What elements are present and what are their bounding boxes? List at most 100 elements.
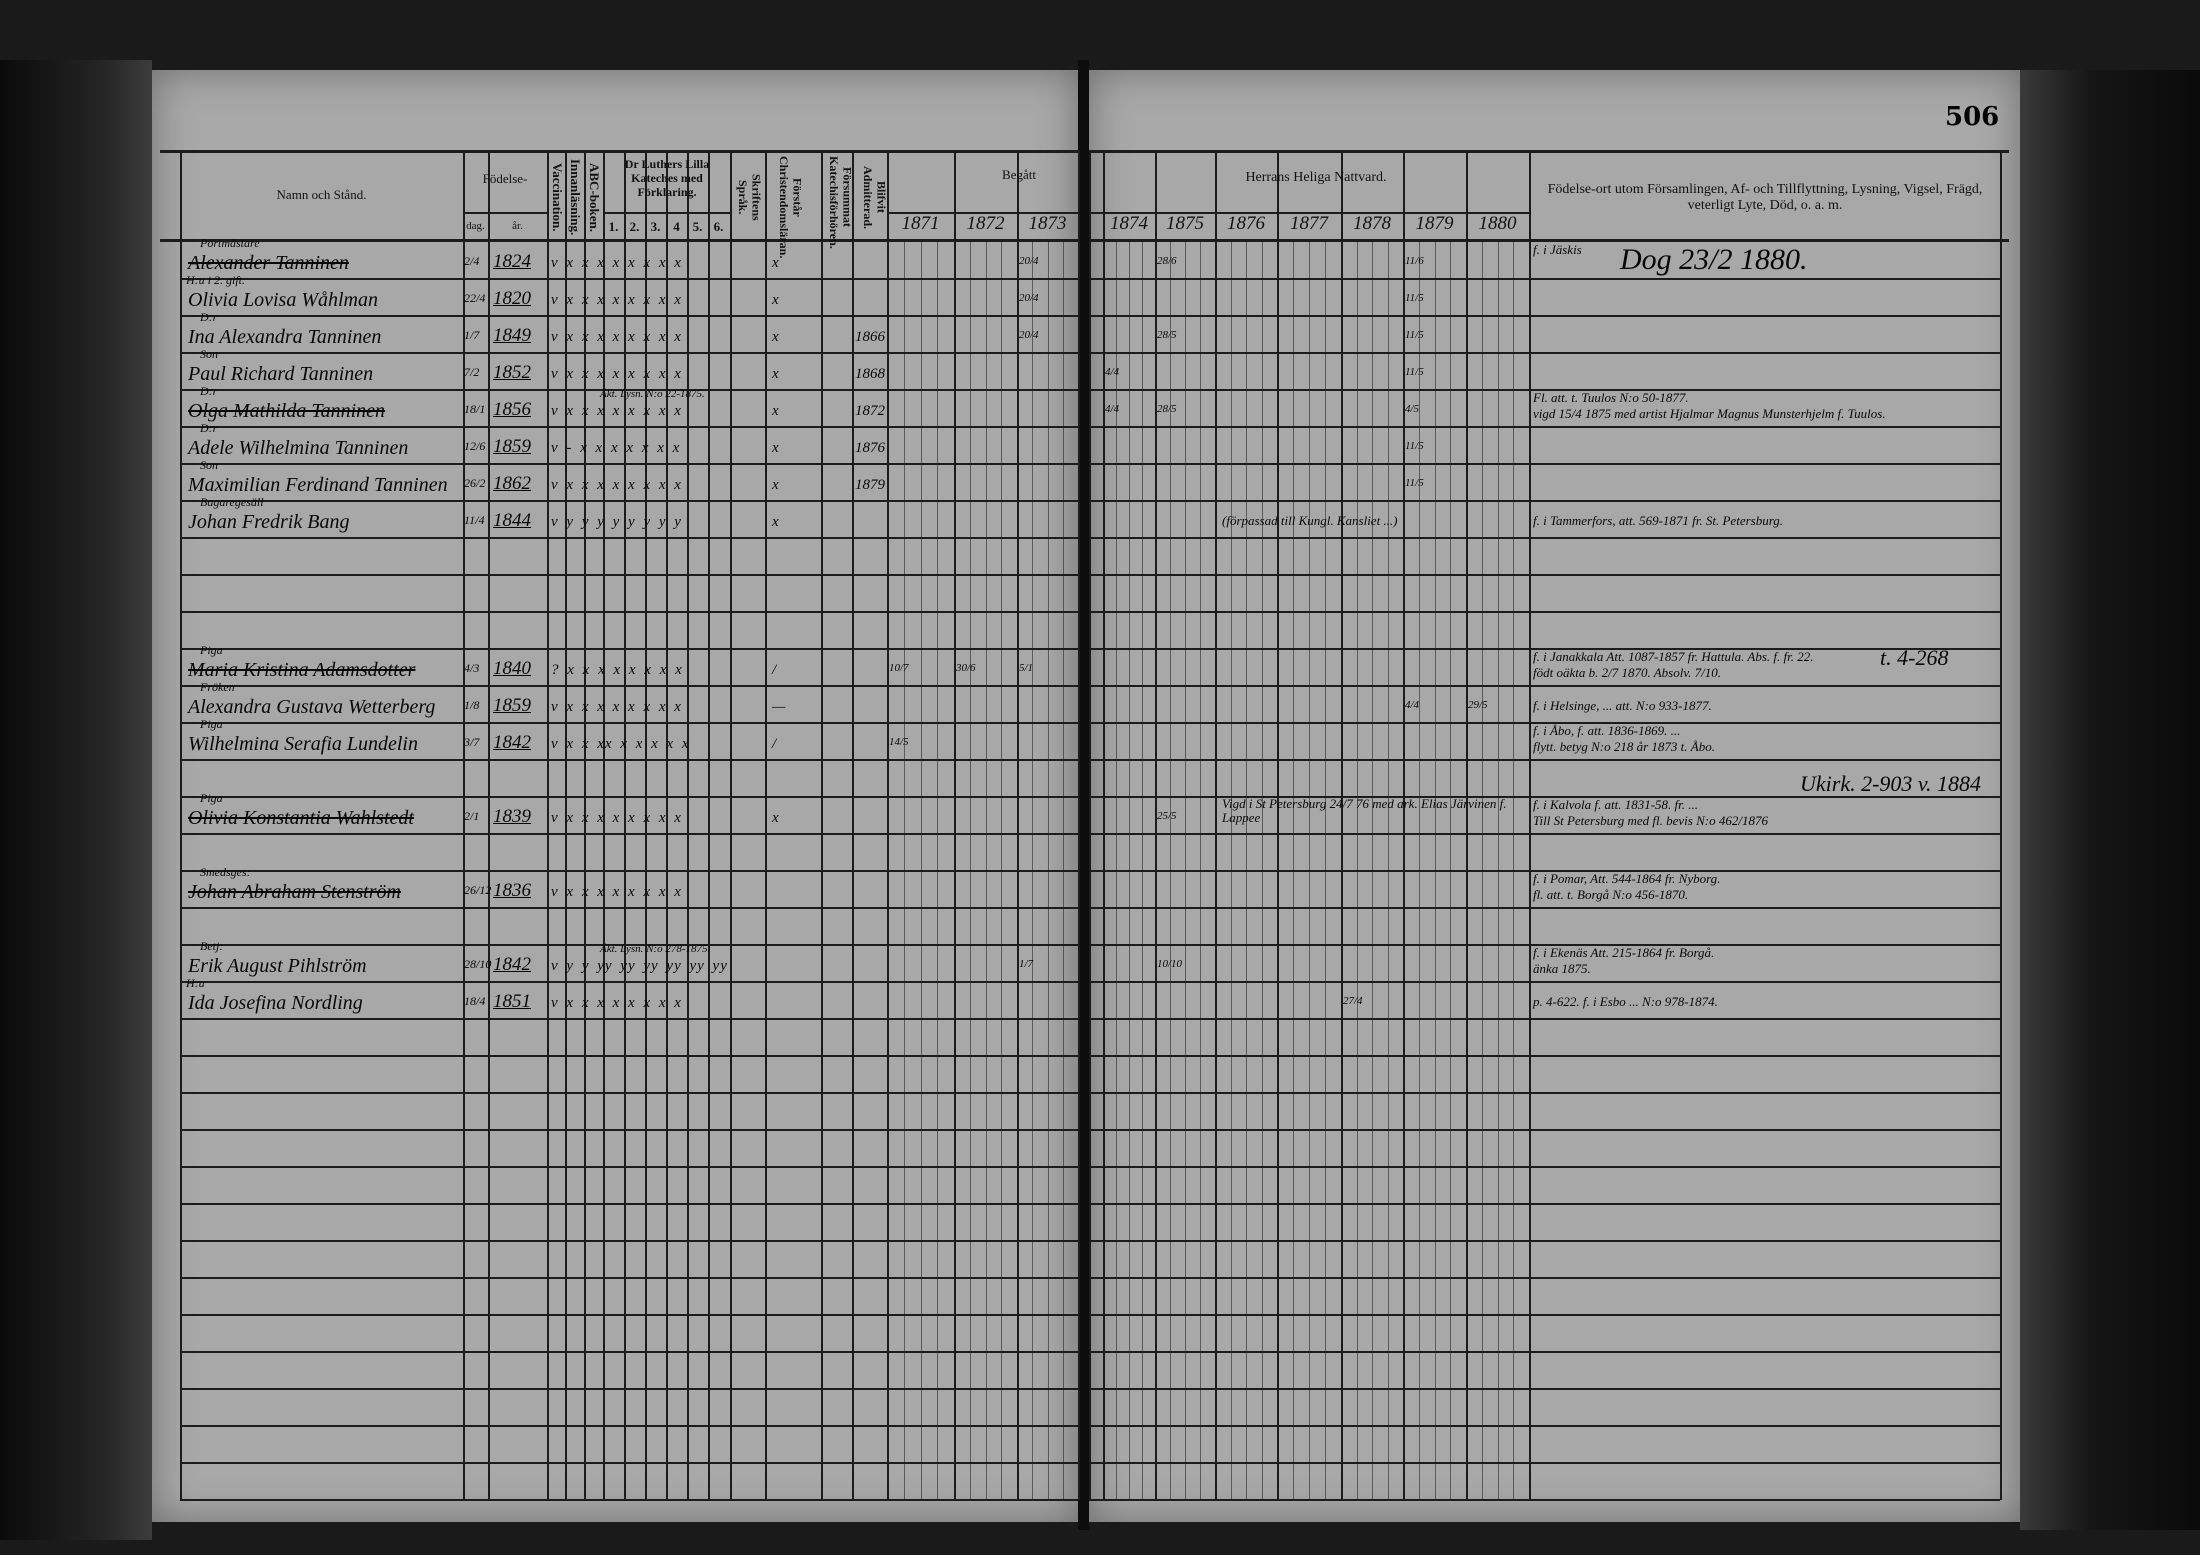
row-rule: [1089, 1499, 2000, 1501]
entry-title: D:r: [200, 384, 218, 398]
admitted-year: 1872: [855, 403, 885, 419]
entry-name: Paul Richard Tanninen: [188, 363, 374, 385]
row-rule: [180, 1092, 1078, 1094]
remark-text: Fl. att. t. Tuulos N:o 50-1877.: [1533, 390, 1689, 405]
row-rule: [1089, 1129, 2000, 1131]
communion-note: (förpassad till Kungl. Kansliet ...): [1222, 513, 1398, 528]
remark-text: Dog 23/2 1880.: [1620, 243, 1808, 276]
communion-date: 4/4: [1105, 366, 1120, 378]
entry-name: Olivia Lovisa Wåhlman: [188, 289, 378, 311]
row-rule: [180, 1203, 1078, 1205]
row-rule: [180, 1425, 1078, 1427]
entry-title: Smedsges:: [200, 865, 251, 879]
understands-mark: x: [772, 440, 779, 456]
column-rule: [624, 150, 626, 1500]
understands-mark: x: [772, 292, 779, 308]
understands-mark: /: [772, 662, 777, 678]
row-rule: [1089, 278, 2000, 280]
birth-year: 1836: [493, 880, 531, 901]
remark-text: f. i Tammerfors, att. 569-1871 fr. St. P…: [1533, 513, 1784, 528]
communion-date: 20/4: [1019, 255, 1039, 267]
remark-text: vigd 15/4 1875 med artist Hjalmar Magnus…: [1533, 406, 1886, 421]
birth-year: 1824: [493, 251, 531, 272]
taken-sub-rule: [887, 212, 1078, 214]
birth-day: 1/8: [464, 698, 480, 712]
row-rule: [180, 685, 1078, 687]
catechism-marks: v x x x x x x x x: [551, 403, 682, 419]
column-rule: [730, 150, 732, 1500]
day-header: dag.: [466, 220, 485, 232]
understands-mark: x: [772, 255, 779, 271]
entry-title: Son: [200, 458, 218, 472]
catechism-part-header: 5.: [692, 219, 703, 234]
communion-date: 11/5: [1405, 292, 1424, 304]
birth-sub-rule: [463, 212, 547, 214]
understands-mark: x: [772, 366, 779, 382]
communion-sub-rule: [1089, 212, 1529, 214]
catechism-marks: v x x x x x x x x: [551, 699, 682, 715]
birth-year: 1852: [493, 362, 531, 383]
book-edge-left: [0, 60, 152, 1540]
catechism-header: Dr Luthers Lilla Kateches med Förklaring…: [624, 157, 710, 199]
column-rule: [1277, 150, 1279, 1500]
communion-date: 20/4: [1019, 292, 1039, 304]
row-rule: [1089, 1018, 2000, 1020]
row-rule: [1089, 796, 2000, 798]
entry-title: Fröken: [200, 680, 235, 694]
catechism-marks: v x x x x x x x x: [551, 477, 682, 493]
catechism-marks: v y y yy yy yy yy yy yy: [551, 958, 728, 974]
row-rule: [180, 1351, 1078, 1353]
communion-date: 5/1: [1019, 662, 1034, 674]
entry-name: Alexander Tanninen: [188, 252, 349, 274]
column-rule: [887, 150, 889, 1500]
entry-title: Son: [200, 347, 218, 361]
entry-title: Bagaregesäll: [200, 495, 264, 509]
abc-header: ABC-boken.: [586, 162, 602, 232]
birth-year: 1856: [493, 399, 531, 420]
year-header: år.: [512, 220, 523, 232]
communion-date: 28/6: [1157, 255, 1177, 267]
column-rule: [584, 150, 586, 1500]
entry-name: Erik August Pihlström: [188, 955, 367, 977]
birth-day: 28/10: [464, 957, 492, 971]
catechism-marks: v x x x x x x x x: [551, 884, 682, 900]
admitted-year: 1879: [855, 477, 885, 493]
understands-mark: x: [772, 477, 779, 493]
understands-header: Förstår Christendomsläran.: [776, 156, 805, 259]
admitted-year: 1866: [855, 329, 885, 345]
birth-year: 1842: [493, 732, 531, 753]
birth-year: 1849: [493, 325, 531, 346]
column-rule: [645, 150, 647, 1500]
column-rule: [547, 150, 549, 1500]
entry-title: Piga: [200, 643, 223, 657]
row-rule: [180, 315, 1078, 317]
catechism-marks: v x x x x x x x x: [551, 255, 682, 271]
taken-header: Begått: [1002, 167, 1036, 182]
birth-day: 1/7: [464, 328, 480, 342]
row-rule: [180, 426, 1078, 428]
column-rule: [488, 150, 490, 1500]
year-column-header: 1876: [1227, 213, 1265, 234]
year-column-header: 1873: [1028, 213, 1067, 234]
remark-side-note: t. 4-268: [1880, 645, 1949, 670]
row-rule: [1089, 352, 2000, 354]
catechism-marks: v x x x x x x x x: [551, 810, 682, 826]
communion-date: 27/4: [1343, 995, 1363, 1007]
birth-day: 18/1: [464, 402, 486, 416]
year-column-header: 1880: [1478, 213, 1517, 234]
row-rule: [1089, 981, 2000, 983]
row-rule: [1089, 463, 2000, 465]
birth-year: 1839: [493, 806, 531, 827]
birth-year: 1844: [493, 510, 531, 531]
row-rule: [180, 1499, 1078, 1501]
vaccination-header: Vaccination.: [549, 162, 565, 232]
book-edge-right: [2020, 70, 2200, 1530]
column-rule: [180, 150, 182, 1500]
row-rule: [180, 1166, 1078, 1168]
row-rule: [180, 981, 1078, 983]
communion-date: 30/6: [956, 662, 976, 674]
row-rule: [180, 1277, 1078, 1279]
row-rule: [180, 389, 1078, 391]
year-column-header: 1874: [1110, 213, 1148, 234]
row-rule: [1089, 1462, 2000, 1464]
